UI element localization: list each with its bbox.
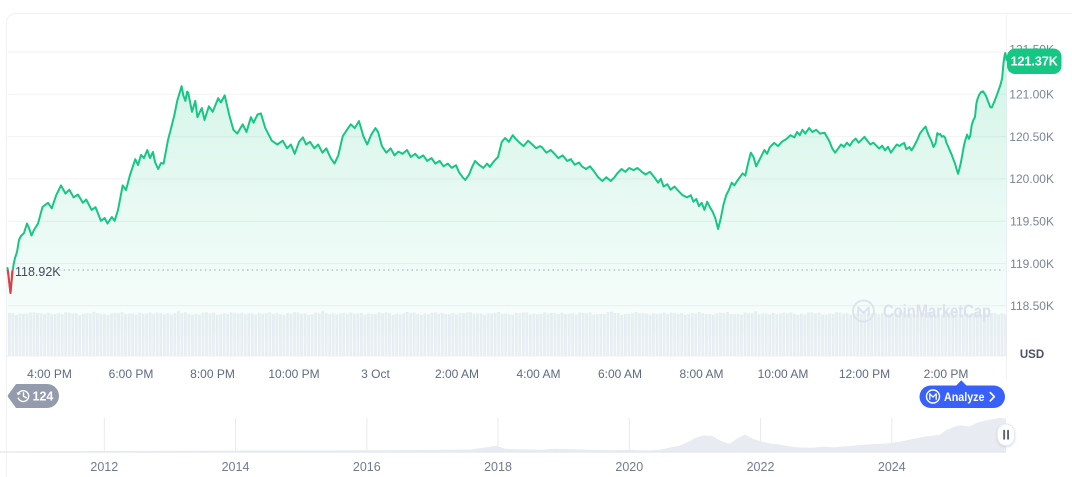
svg-text:2012: 2012 xyxy=(90,460,118,474)
svg-text:2020: 2020 xyxy=(615,460,643,474)
svg-text:Analyze: Analyze xyxy=(944,390,985,404)
svg-text:2018: 2018 xyxy=(484,460,512,474)
svg-text:121.37K: 121.37K xyxy=(1011,55,1058,69)
svg-text:119.50K: 119.50K xyxy=(1010,215,1054,229)
svg-text:10:00 PM: 10:00 PM xyxy=(268,367,319,381)
svg-text:2:00 PM: 2:00 PM xyxy=(924,367,969,381)
svg-text:6:00 AM: 6:00 AM xyxy=(598,367,642,381)
svg-text:4:00 PM: 4:00 PM xyxy=(27,367,72,381)
svg-text:124: 124 xyxy=(33,390,54,404)
svg-text:2016: 2016 xyxy=(353,460,381,474)
svg-text:121.00K: 121.00K xyxy=(1009,88,1054,102)
svg-text:10:00 AM: 10:00 AM xyxy=(758,367,809,381)
svg-text:2014: 2014 xyxy=(222,460,250,474)
svg-text:118.92K: 118.92K xyxy=(15,265,61,279)
svg-text:2024: 2024 xyxy=(878,460,906,474)
svg-text:8:00 AM: 8:00 AM xyxy=(679,367,723,381)
svg-text:USD: USD xyxy=(1020,349,1044,361)
svg-text:8:00 PM: 8:00 PM xyxy=(190,367,235,381)
svg-text:118.50K: 118.50K xyxy=(1010,299,1054,313)
svg-text:120.50K: 120.50K xyxy=(1009,130,1054,144)
svg-text:6:00 PM: 6:00 PM xyxy=(109,367,154,381)
svg-text:3 Oct: 3 Oct xyxy=(361,367,390,381)
svg-text:119.00K: 119.00K xyxy=(1010,257,1054,271)
svg-text:CoinMarketCap: CoinMarketCap xyxy=(883,301,991,322)
svg-text:2:00 AM: 2:00 AM xyxy=(435,367,479,381)
svg-text:2022: 2022 xyxy=(747,460,775,474)
svg-text:120.00K: 120.00K xyxy=(1009,172,1054,186)
svg-text:12:00 PM: 12:00 PM xyxy=(839,367,890,381)
svg-text:4:00 AM: 4:00 AM xyxy=(516,367,560,381)
